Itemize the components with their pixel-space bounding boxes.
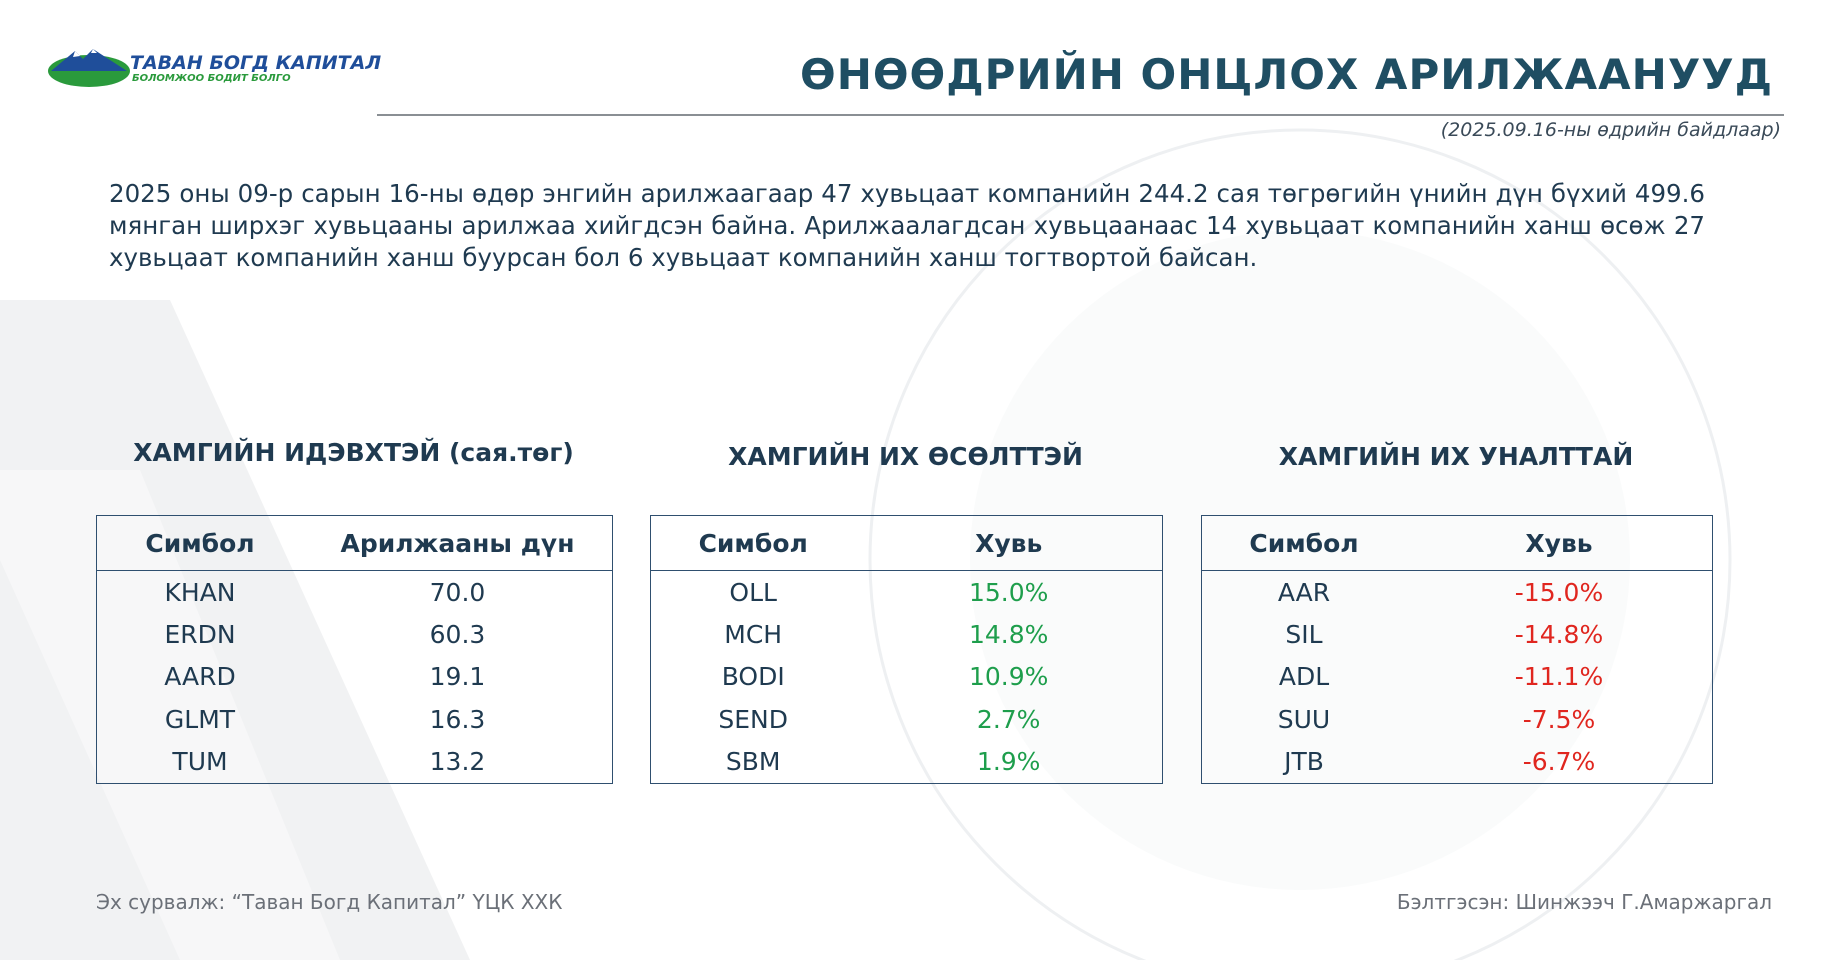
column-header: Симбол (1249, 528, 1359, 558)
symbol-cell: AARD (164, 662, 236, 692)
symbol-cell: TUM (172, 747, 228, 777)
value-cell: 2.7% (976, 704, 1041, 734)
symbol-cell: SEND (718, 704, 788, 734)
table-row: BODI 10.9% (651, 656, 1162, 698)
symbol-cell: KHAN (164, 577, 236, 607)
value-cell: 1.9% (976, 747, 1041, 777)
symbol-cell: OLL (729, 577, 777, 607)
value-cell: -15.0% (1514, 577, 1604, 607)
table-row: OLL 15.0% (651, 571, 1162, 613)
logo-slogan: БОЛОМЖОО БОДИТ БОЛГО (132, 73, 291, 84)
logo-mark (48, 49, 130, 87)
source: Эх сурвалж: “Таван Богд Капитал” ҮЦК ХХК (96, 890, 563, 914)
table-row: MCH 14.8% (651, 613, 1162, 655)
table: Симбол Хувь OLL 15.0% MCH 14.8% BODI 10.9% SEND 2… (650, 515, 1163, 784)
column-header: Симбол (145, 528, 255, 558)
table-row: ERDN 60.3 (97, 613, 612, 655)
table-header: Симбол Хувь (651, 516, 1162, 571)
value-cell: 10.9% (968, 662, 1049, 692)
value-cell: -6.7% (1522, 747, 1596, 777)
column-header: Арилжааны дүн (340, 528, 575, 558)
symbol-cell: SIL (1285, 620, 1323, 650)
value-cell: 15.0% (968, 577, 1049, 607)
date-note: (2025.09.16-ны өдрийн байдлаар) (1440, 119, 1781, 141)
value-cell: 13.2 (429, 747, 486, 777)
table-row: AARD 19.1 (97, 656, 612, 698)
symbol-cell: SUU (1277, 704, 1331, 734)
table-title: ХАМГИЙН ИДЭВХТЭЙ (сая.төг) (133, 438, 574, 467)
symbol-cell: JTB (1284, 747, 1324, 777)
table-row: ADL -11.1% (1202, 656, 1712, 698)
logo-name: ТАВАН БОГД КАПИТАЛ (130, 52, 382, 74)
value-cell: 60.3 (429, 620, 486, 650)
table-header: Симбол Арилжааны дүн (97, 516, 612, 571)
table-row: SBM 1.9% (651, 741, 1162, 783)
title-rule (377, 114, 1784, 116)
table-header: Симбол Хувь (1202, 516, 1712, 571)
column-header: Хувь (1525, 528, 1593, 558)
value-cell: -11.1% (1514, 662, 1604, 692)
page-title: ӨНӨӨДРИЙН ОНЦЛОХ АРИЛЖААНУУД (800, 50, 1773, 99)
table-row: KHAN 70.0 (97, 571, 612, 613)
symbol-cell: BODI (721, 662, 785, 692)
column-header: Симбол (698, 528, 808, 558)
value-cell: 70.0 (429, 577, 486, 607)
symbol-cell: MCH (724, 620, 783, 650)
summary: 2025 оны 09-р сарын 16-ны өдөр энгийн ар… (109, 179, 1705, 272)
symbol-cell: GLMT (164, 704, 236, 734)
table-row: GLMT 16.3 (97, 698, 612, 740)
symbol-cell: ADL (1278, 662, 1330, 692)
table-row: SUU -7.5% (1202, 698, 1712, 740)
table-row: SIL -14.8% (1202, 613, 1712, 655)
value-cell: -14.8% (1514, 620, 1604, 650)
value-cell: -7.5% (1522, 704, 1596, 734)
table-title: ХАМГИЙН ИХ ӨСӨЛТТЭЙ (728, 442, 1083, 471)
value-cell: 19.1 (429, 662, 486, 692)
symbol-cell: ERDN (164, 620, 236, 650)
symbol-cell: AAR (1277, 577, 1331, 607)
table: Симбол Хувь AAR -15.0% SIL -14.8% ADL -11.1% SUU… (1201, 515, 1713, 784)
value-cell: 16.3 (429, 704, 486, 734)
table-row: AAR -15.0% (1202, 571, 1712, 613)
author: Бэлтгэсэн: Шинжээч Г.Амаржаргал (1396, 890, 1772, 914)
value-cell: 14.8% (968, 620, 1049, 650)
table-row: SEND 2.7% (651, 698, 1162, 740)
table-title: ХАМГИЙН ИХ УНАЛТТАЙ (1278, 442, 1634, 471)
table: Симбол Арилжааны дүн KHAN 70.0 ERDN 60.3 AARD 1… (96, 515, 613, 784)
table-row: TUM 13.2 (97, 741, 612, 783)
symbol-cell: SBM (725, 747, 781, 777)
table-row: JTB -6.7% (1202, 741, 1712, 783)
column-header: Хувь (975, 528, 1043, 558)
